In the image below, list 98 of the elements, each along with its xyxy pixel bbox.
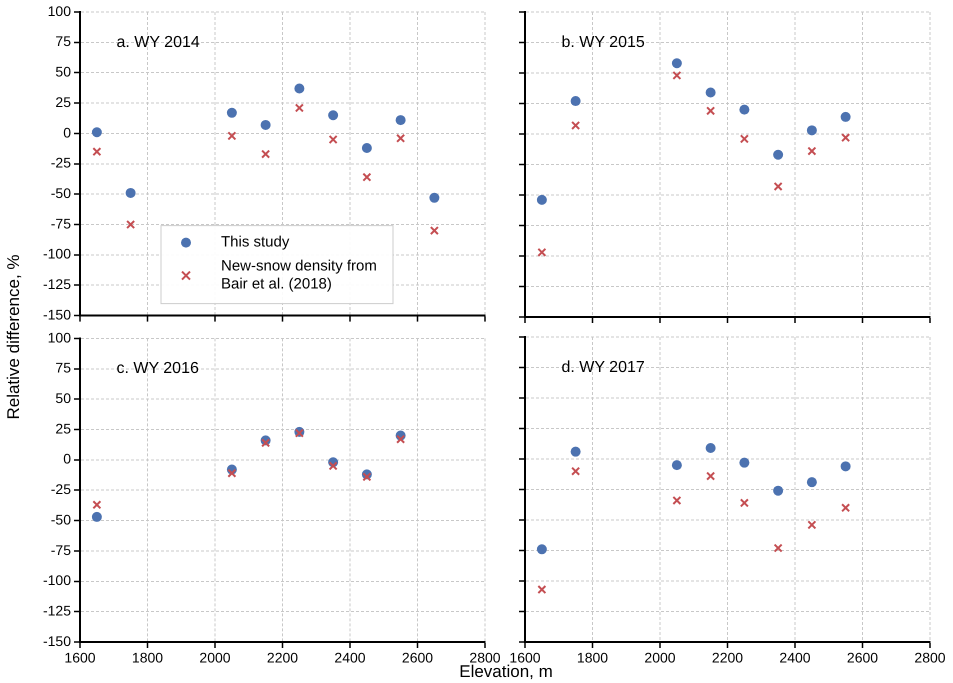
point xyxy=(774,544,783,553)
point xyxy=(740,498,749,508)
point xyxy=(841,503,850,512)
y-tick-label: -50 xyxy=(50,511,72,528)
text: d. WY 2017 xyxy=(561,358,645,376)
point xyxy=(537,248,546,257)
point xyxy=(706,472,716,481)
point xyxy=(328,134,338,144)
point xyxy=(840,112,851,122)
x-tick-label: 2000 xyxy=(199,649,231,666)
point xyxy=(328,461,338,470)
x-tick-label: 2000 xyxy=(644,649,676,666)
point xyxy=(362,472,372,482)
legend-label: New-snow density from Bair et al. (2018) xyxy=(221,258,377,293)
point xyxy=(226,108,237,118)
x-tick-label: 2400 xyxy=(334,649,366,666)
y-tick-label: 100 xyxy=(48,329,72,346)
x-tick-label: 2200 xyxy=(266,649,298,666)
x-tick-label: 1600 xyxy=(64,649,96,666)
point xyxy=(430,226,439,236)
point xyxy=(536,194,547,205)
y-tick-label: 50 xyxy=(55,64,72,80)
point xyxy=(537,585,546,594)
y-tick-label: -75 xyxy=(50,215,72,232)
point xyxy=(261,438,270,448)
point xyxy=(841,133,850,142)
point xyxy=(294,84,304,94)
y-tick-label: 75 xyxy=(55,33,72,50)
point xyxy=(328,110,338,120)
y-tick-label: 0 xyxy=(63,450,72,467)
point xyxy=(807,146,816,156)
point xyxy=(92,147,102,156)
point xyxy=(362,143,372,154)
point xyxy=(429,192,440,203)
point xyxy=(706,106,716,116)
point xyxy=(92,500,102,510)
y-tick-label: -100 xyxy=(42,572,72,588)
point xyxy=(773,486,784,496)
x-tick-label: 1800 xyxy=(576,649,608,666)
point xyxy=(396,434,406,444)
y-tick-label: -50 xyxy=(50,185,72,202)
y-tick-label: -125 xyxy=(42,602,72,618)
point xyxy=(806,477,817,488)
point xyxy=(126,220,136,230)
point xyxy=(571,120,580,130)
point xyxy=(396,134,406,143)
point xyxy=(227,131,236,140)
point xyxy=(807,520,816,530)
point xyxy=(92,512,102,522)
y-tick-label: -150 xyxy=(42,306,72,322)
y-tick-label: -150 xyxy=(42,632,72,649)
point xyxy=(261,150,270,159)
point xyxy=(570,446,581,457)
point xyxy=(806,125,817,136)
y-tick-label: 75 xyxy=(55,360,72,376)
point xyxy=(571,466,580,476)
point xyxy=(672,58,682,68)
x-tick-label: 2200 xyxy=(712,649,744,666)
point xyxy=(570,96,581,106)
y-tick-label: 50 xyxy=(55,390,72,406)
y-tick-label: -100 xyxy=(42,246,72,262)
x-tick-label: 2600 xyxy=(402,649,434,666)
y-tick-label: -25 xyxy=(50,154,72,171)
legend-label: This study xyxy=(221,234,290,251)
text: a. WY 2014 xyxy=(116,34,200,51)
point xyxy=(362,172,372,182)
point xyxy=(739,458,750,468)
x-tick-label: 1800 xyxy=(132,649,164,666)
point xyxy=(840,461,851,472)
y-tick-label: 25 xyxy=(55,420,72,436)
point xyxy=(92,127,102,138)
y-tick-label: 0 xyxy=(63,124,72,140)
point xyxy=(227,468,236,478)
y-tick-label: -125 xyxy=(42,276,72,292)
x-tick-label: 2600 xyxy=(846,649,878,666)
point xyxy=(672,496,682,506)
point xyxy=(740,134,749,144)
y-tick-label: 25 xyxy=(55,94,72,110)
x-tick-label: 2800 xyxy=(914,649,946,666)
point xyxy=(739,104,750,115)
point xyxy=(294,103,304,112)
point xyxy=(126,188,136,198)
point xyxy=(672,460,682,470)
point xyxy=(396,115,406,126)
point xyxy=(706,443,716,454)
text: c. WY 2016 xyxy=(116,360,199,378)
point xyxy=(773,150,784,160)
y-tick-label: -75 xyxy=(50,542,72,558)
point xyxy=(706,88,716,98)
point xyxy=(536,544,547,554)
point xyxy=(774,182,783,191)
x-tick-label: 2400 xyxy=(779,649,811,666)
text: b. WY 2015 xyxy=(561,34,645,51)
point xyxy=(672,70,682,80)
y-tick-label: 100 xyxy=(48,2,72,19)
point xyxy=(260,120,271,130)
y-axis-title: Relative difference, % xyxy=(4,254,24,420)
y-tick-label: -25 xyxy=(50,481,72,498)
